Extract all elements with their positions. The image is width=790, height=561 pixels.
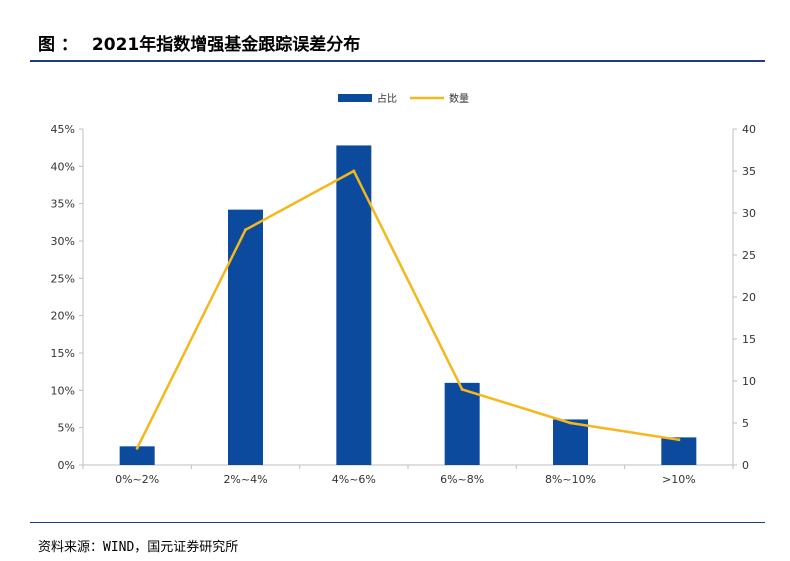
- y-left-tick-label: 45%: [51, 123, 75, 136]
- y-right-tick-label: 30: [742, 207, 756, 220]
- x-tick-label: 4%~6%: [332, 473, 376, 486]
- line-point: [352, 169, 356, 173]
- y-left-tick-label: 40%: [51, 160, 75, 173]
- bar: [336, 145, 372, 465]
- line-point: [135, 446, 139, 450]
- x-tick-label: 6%~8%: [440, 473, 484, 486]
- y-right-tick-label: 25: [742, 249, 756, 262]
- bar: [661, 437, 697, 465]
- y-left-tick-label: 20%: [51, 310, 75, 323]
- line-point: [460, 387, 464, 391]
- y-right-tick-label: 20: [742, 291, 756, 304]
- line-point: [244, 228, 247, 232]
- bar-series: [119, 145, 697, 465]
- line-point: [677, 438, 681, 442]
- y-right-tick-label: 40: [742, 123, 756, 136]
- bar: [228, 209, 263, 465]
- y-right-tick-label: 15: [742, 333, 756, 346]
- y-left-tick-label: 25%: [51, 272, 75, 285]
- figure-title-prefix: 图 ：: [38, 35, 78, 55]
- figure-title-text: 2021年指数增强基金跟踪误差分布: [91, 35, 361, 55]
- bar: [444, 382, 480, 465]
- y-left-tick-label: 10%: [51, 384, 75, 397]
- source-note: 资料来源：WIND，国元证券研究所: [38, 540, 239, 555]
- y-right-tick-label: 5: [742, 417, 749, 430]
- x-tick-label: 0%~2%: [115, 473, 159, 486]
- x-tick-label: >10%: [662, 473, 696, 486]
- line-point: [569, 421, 572, 425]
- legend-label-line: 数量: [449, 92, 469, 105]
- bar: [119, 446, 155, 465]
- x-tick-label: 2%~4%: [223, 473, 267, 486]
- axes: 0% 5% 10% 15% 20% 25% 30% 35% 40% 45% 0 5 10 15 20 25 30…: [51, 123, 756, 486]
- y-right-tick-label: 35: [742, 165, 756, 178]
- y-left-tick-label: 30%: [51, 235, 75, 248]
- title-divider: [30, 60, 765, 62]
- y-left-tick-label: 0%: [58, 459, 75, 472]
- y-right-tick-label: 0: [742, 459, 749, 472]
- legend-label-bar: 占比: [377, 92, 397, 105]
- figure-title: 图 ： 2021年指数增强基金跟踪误差分布: [38, 30, 360, 55]
- y-left-tick-label: 35%: [51, 198, 75, 211]
- y-right-tick-label: 10: [742, 375, 756, 388]
- legend-swatch-bar: [338, 94, 372, 102]
- source-divider: [30, 522, 765, 523]
- bar: [553, 419, 588, 465]
- chart-canvas: 占比 数量 0% 5% 10% 15% 20% 25% 30% 35% 40% 45% 0 5 10 15 2…: [51, 92, 756, 486]
- legend: 占比 数量: [338, 92, 469, 105]
- line-series: [135, 169, 681, 450]
- y-left-tick-label: 5%: [58, 422, 75, 435]
- series-line: [136, 169, 680, 449]
- y-left-tick-label: 15%: [51, 347, 75, 360]
- x-tick-label: 8%~10%: [545, 473, 596, 486]
